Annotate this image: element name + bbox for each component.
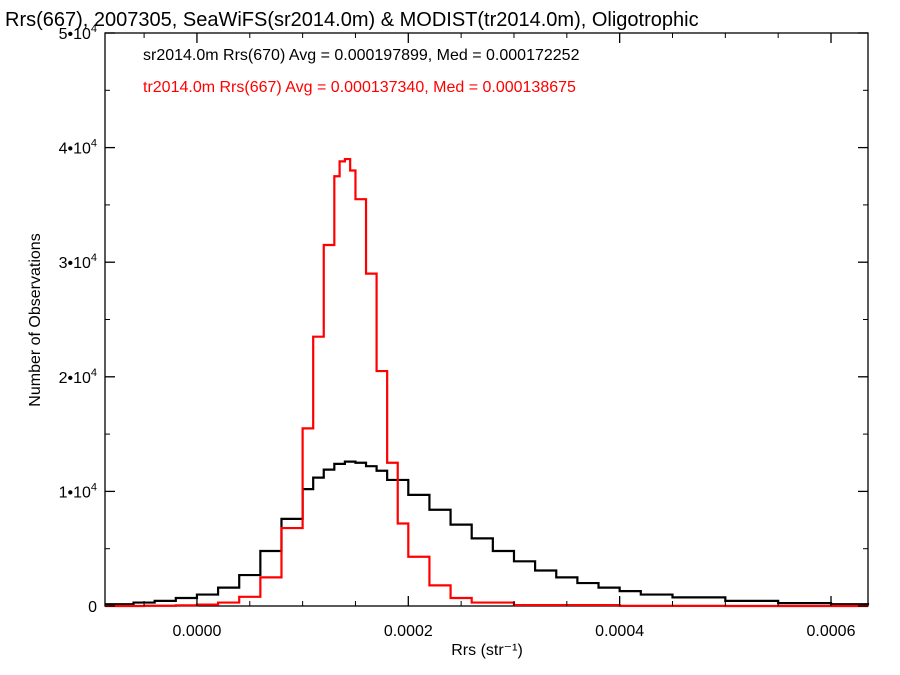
legend-entry-sr: sr2014.0m Rrs(670) Avg = 0.000197899, Me…	[143, 47, 580, 64]
y-tick-label-0: 0	[88, 599, 97, 616]
y-axis-ticks: 0 1•104 2•104 3•104 4•104 5•104	[59, 23, 868, 616]
x-tick-label-3: 0.0006	[807, 623, 856, 640]
legend-entry-tr: tr2014.0m Rrs(667) Avg = 0.000137340, Me…	[143, 79, 576, 96]
series-line-0	[105, 460, 870, 606]
legend: sr2014.0m Rrs(670) Avg = 0.000197899, Me…	[143, 47, 580, 96]
x-tick-label-1: 0.0002	[384, 623, 433, 640]
plot-frame	[104, 32, 869, 607]
x-axis-label: Rrs (str⁻¹)	[451, 642, 523, 659]
y-tick-label-5: 5•104	[59, 23, 97, 43]
x-tick-label-0: 0.0000	[172, 623, 221, 640]
series-layer	[105, 157, 870, 608]
y-tick-label-2: 2•104	[59, 367, 97, 387]
y-tick-label-3: 3•104	[59, 252, 97, 272]
x-tick-label-2: 0.0004	[595, 623, 644, 640]
y-axis-label: Number of Observations	[27, 233, 44, 406]
y-tick-label-1: 1•104	[59, 481, 97, 501]
plot-area: 0.0000 0.0002 0.0004 0.0006 0 1•104 2•104 3•10…	[59, 23, 870, 640]
y-tick-label-4: 4•104	[59, 138, 97, 158]
x-axis-ticks: 0.0000 0.0002 0.0004 0.0006	[143, 33, 856, 640]
chart-title: Rrs(667), 2007305, SeaWiFS(sr2014.0m) & …	[5, 9, 699, 31]
series-line-1	[105, 157, 868, 608]
